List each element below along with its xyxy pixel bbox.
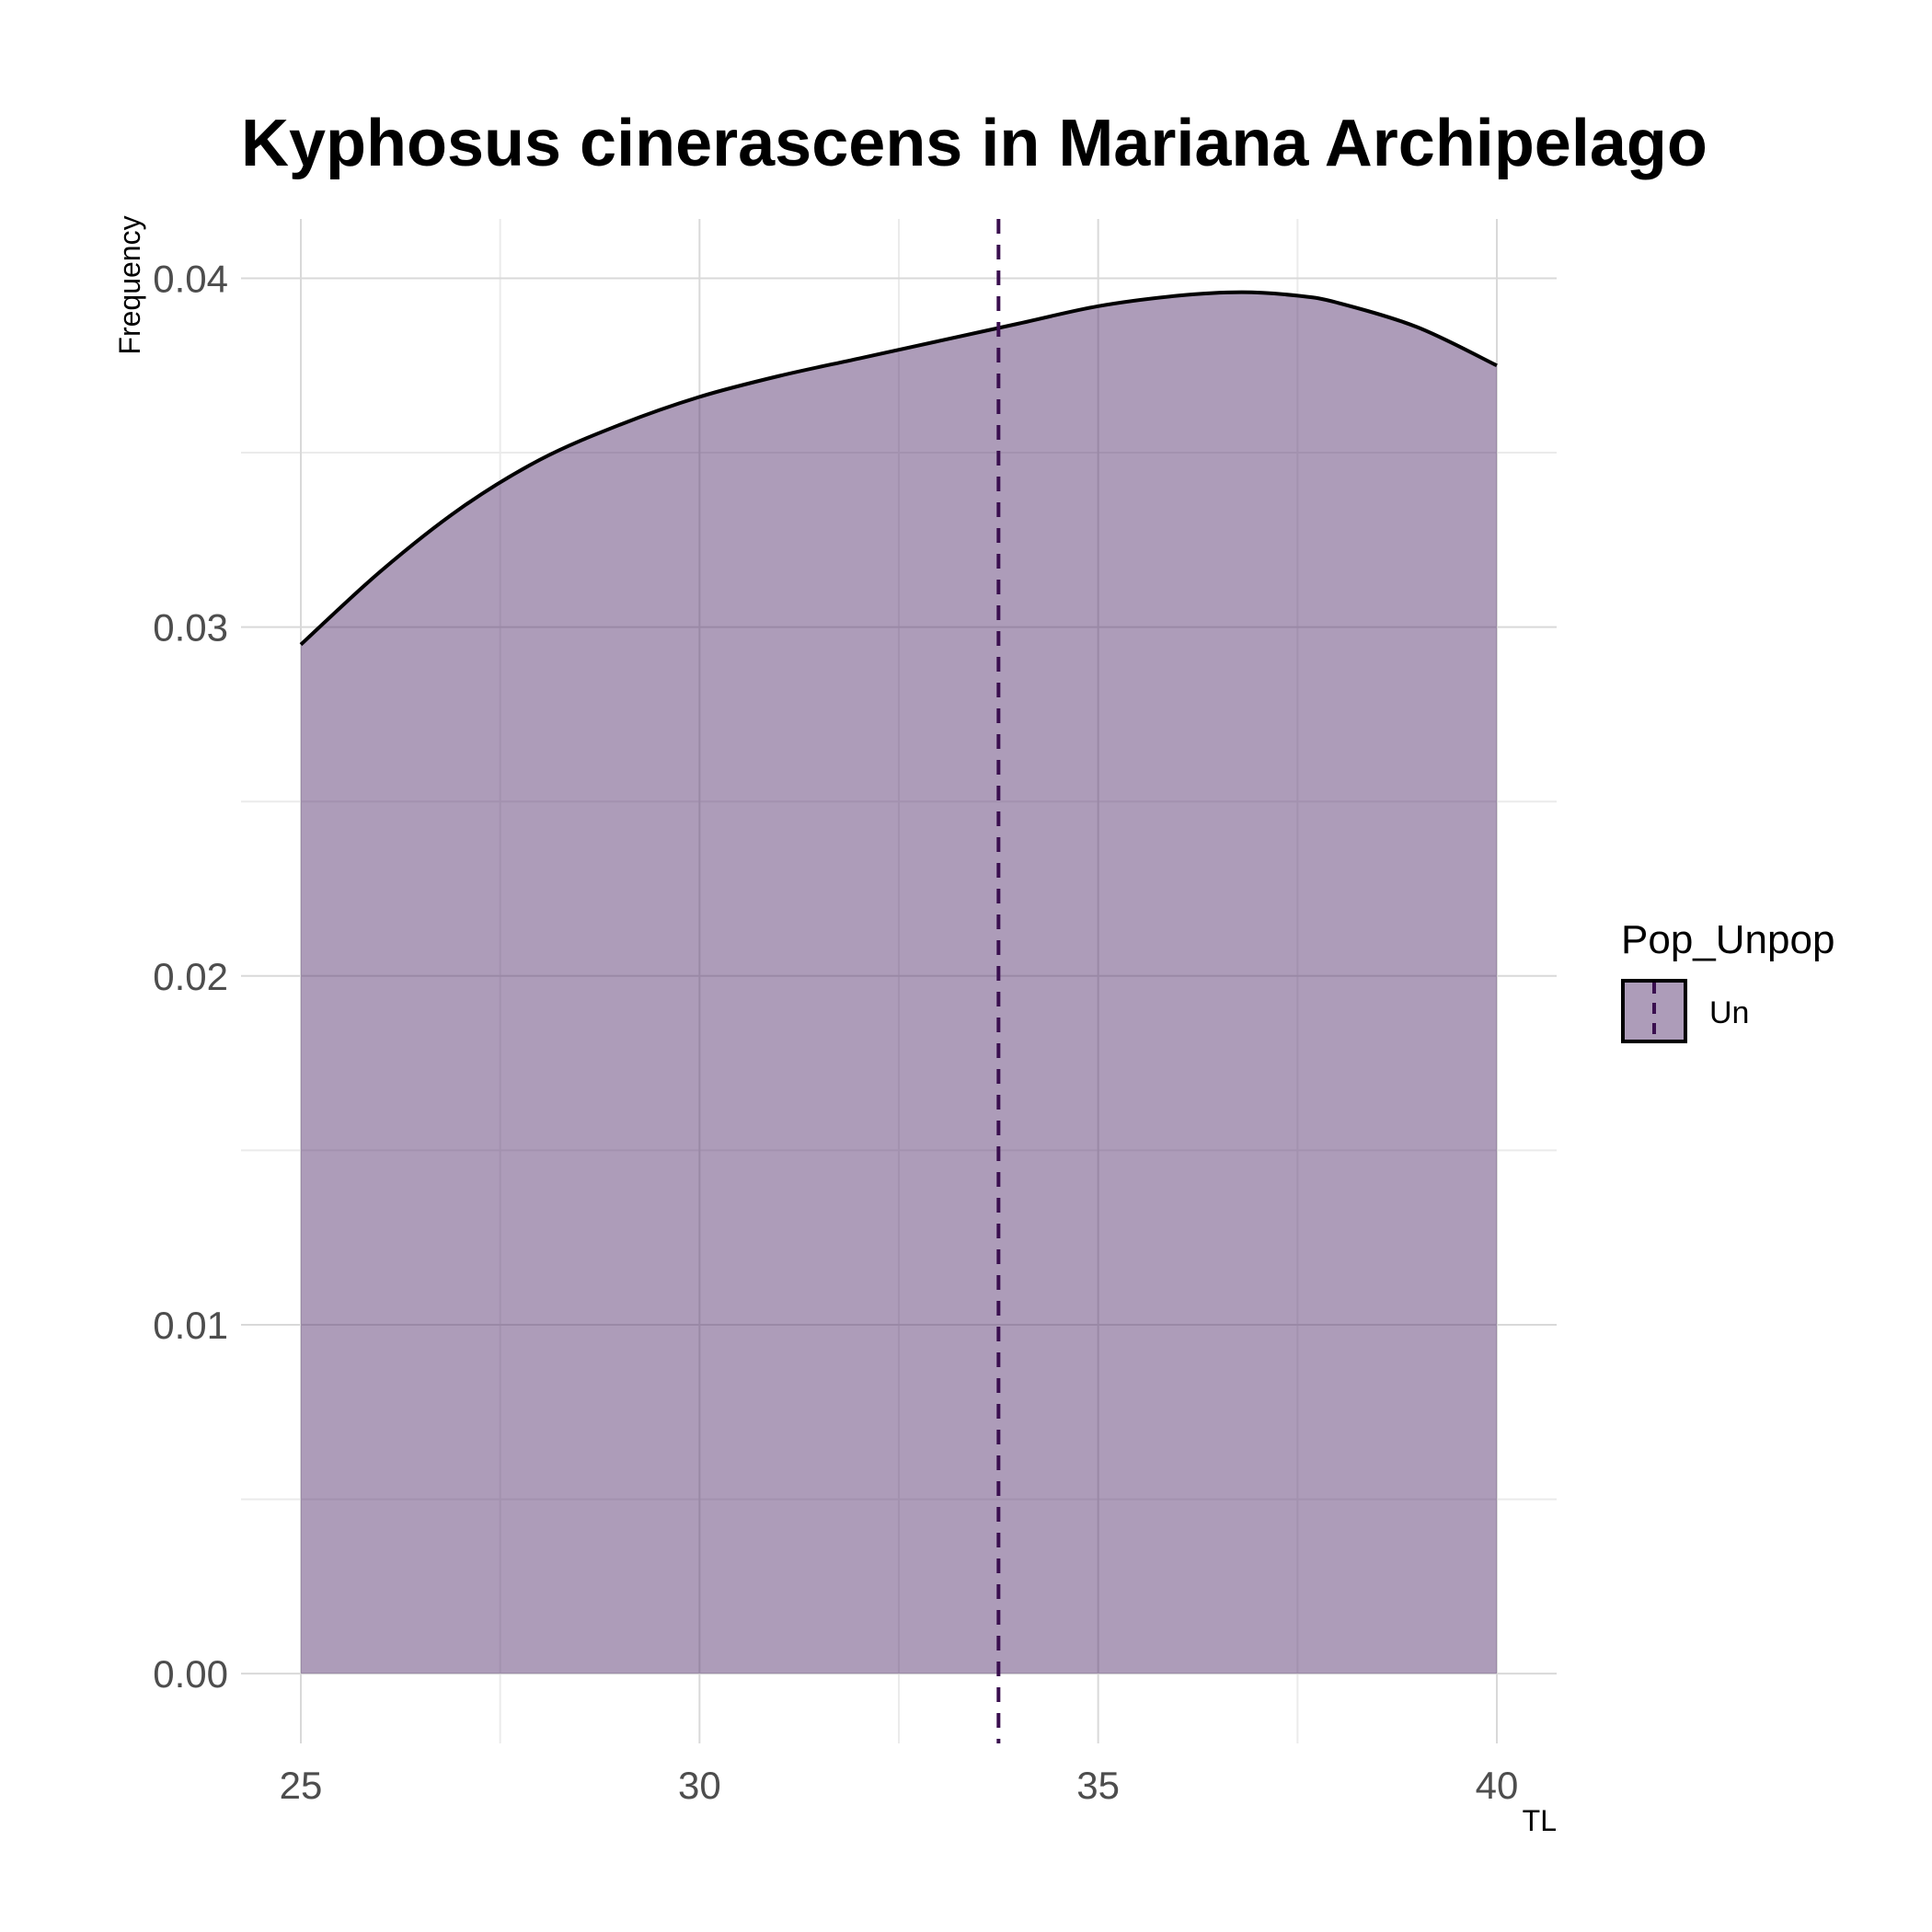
legend-label-un: Un: [1709, 995, 1749, 1030]
y-axis-label: Frequency: [113, 215, 146, 354]
x-tick-label-30: 30: [678, 1764, 721, 1807]
density-outline-Un: [299, 290, 1498, 647]
density-area: [299, 290, 1498, 1674]
legend-title: Pop_Unpop: [1621, 917, 1834, 962]
x-axis-label: TL: [1523, 1804, 1557, 1837]
y-tick-label-0.00: 0.00: [153, 1652, 228, 1696]
x-tick-label-25: 25: [280, 1764, 323, 1807]
y-tick-label-0.04: 0.04: [153, 257, 228, 300]
y-tick-label-0.02: 0.02: [153, 955, 228, 998]
legend: Pop_Unpop Un: [1621, 917, 1834, 1043]
chart-title: Kyphosus cinerascens in Mariana Archipel…: [241, 107, 1708, 180]
y-tick-label-0.01: 0.01: [153, 1304, 228, 1347]
x-tick-labels: 25 30 35 40: [280, 1764, 1519, 1807]
x-tick-label-40: 40: [1476, 1764, 1519, 1807]
y-tick-labels: 0.00 0.01 0.02 0.03 0.04: [153, 257, 228, 1696]
x-tick-label-35: 35: [1076, 1764, 1120, 1807]
density-fill-Un: [301, 292, 1497, 1674]
y-tick-label-0.03: 0.03: [153, 606, 228, 650]
